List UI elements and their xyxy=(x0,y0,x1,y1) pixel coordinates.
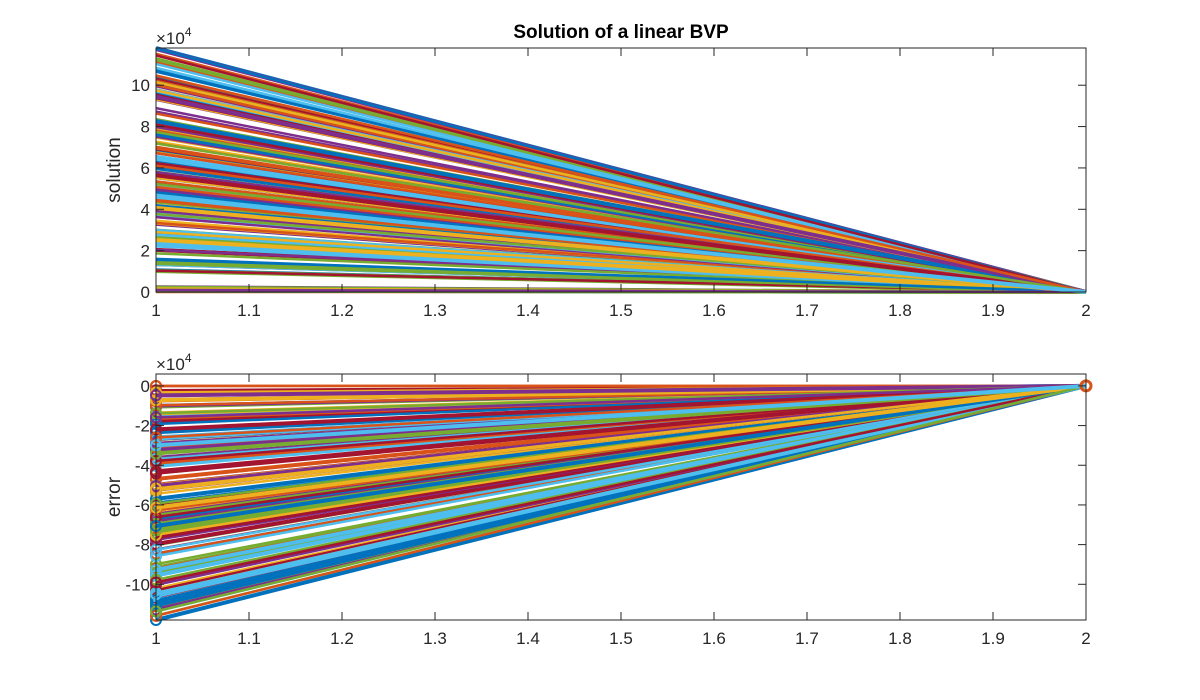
x-tick-label: 1.6 xyxy=(702,301,726,320)
y-tick-label: 6 xyxy=(141,159,150,178)
y-tick-label: 0 xyxy=(141,283,150,302)
error-series-line xyxy=(155,383,1087,398)
x-tick-label: 1.8 xyxy=(888,629,912,648)
x-tick-label: 1.3 xyxy=(423,629,447,648)
error-axes: 1 1.1 1.2 1.3 1.4 1.5 1.6 1.7 1.8 1.9 2 0 -2 -4 -6 -8 -1… xyxy=(104,351,1093,648)
x-tick-label: 1.2 xyxy=(330,629,354,648)
x-tick-label: 1.1 xyxy=(237,301,261,320)
y-tick-label: -8 xyxy=(135,536,150,555)
solution-series-line xyxy=(155,173,1087,294)
x-tick-label: 1.8 xyxy=(888,301,912,320)
error-series-line xyxy=(155,383,1087,529)
y-tick-label: -10 xyxy=(125,575,150,594)
solution-series-line xyxy=(155,54,1087,294)
solution-axes: 1 1.1 1.2 1.3 1.4 1.5 1.6 1.7 1.8 1.9 2 0 2 4 6 8 10 Sol… xyxy=(104,22,1091,320)
error-series-line xyxy=(155,384,1087,490)
error-y-exponent-label: ×104 xyxy=(156,351,192,374)
x-tick-label: 1.1 xyxy=(237,629,261,648)
solution-series-group xyxy=(155,46,1087,294)
solution-series-line xyxy=(155,74,1087,294)
error-series-line xyxy=(155,384,1087,552)
x-tick-label: 1 xyxy=(151,301,160,320)
x-tick-label: 1.7 xyxy=(795,301,819,320)
solution-y-axis-label: solution xyxy=(104,137,125,203)
error-series-line xyxy=(155,383,1087,597)
x-tick-label: 1.3 xyxy=(423,301,447,320)
chart-title: Solution of a linear BVP xyxy=(513,22,729,43)
solution-series-line xyxy=(155,142,1087,294)
x-tick-label: 1 xyxy=(151,629,160,648)
y-tick-label: -6 xyxy=(135,496,150,515)
error-series-line xyxy=(155,383,1087,448)
y-tick-label: 8 xyxy=(141,118,150,137)
x-tick-label: 1.4 xyxy=(516,301,540,320)
solution-series-line xyxy=(155,257,1087,294)
error-y-exponent-power: 4 xyxy=(185,351,192,365)
y-tick-label: 4 xyxy=(141,200,150,219)
y-tick-label: -4 xyxy=(135,456,150,475)
error-y-exponent-base: ×10 xyxy=(156,355,185,374)
y-tick-label: 10 xyxy=(131,76,150,95)
x-tick-label: 2 xyxy=(1081,629,1090,648)
solution-series-line xyxy=(155,238,1087,294)
x-tick-label: 1.2 xyxy=(330,301,354,320)
solution-y-exponent-base: ×10 xyxy=(156,29,185,48)
solution-series-line xyxy=(155,94,1087,294)
error-series-line xyxy=(155,384,1087,613)
error-series-line xyxy=(155,383,1087,432)
solution-y-exponent-label: ×104 xyxy=(156,25,192,48)
solution-y-exponent-power: 4 xyxy=(185,25,192,39)
x-tick-label: 2 xyxy=(1081,301,1090,320)
x-tick-label: 1.4 xyxy=(516,629,540,648)
x-tick-label: 1.9 xyxy=(981,629,1005,648)
solution-series-line xyxy=(155,119,1087,294)
error-y-axis-label: error xyxy=(104,476,125,517)
error-series-line xyxy=(155,384,1087,419)
error-series-line xyxy=(155,384,1087,584)
y-tick-label: 0 xyxy=(141,377,150,396)
x-tick-label: 1.7 xyxy=(795,629,819,648)
solution-series-line xyxy=(155,194,1087,294)
error-series-line xyxy=(155,383,1087,474)
error-series-line xyxy=(155,383,1087,510)
error-ticks: 1 1.1 1.2 1.3 1.4 1.5 1.6 1.7 1.8 1.9 2 0 -2 -4 -6 -8 -1… xyxy=(125,374,1091,648)
x-tick-label: 1.9 xyxy=(981,301,1005,320)
x-tick-label: 1.5 xyxy=(609,301,633,320)
error-series-line xyxy=(155,383,1087,572)
x-tick-label: 1.5 xyxy=(609,629,633,648)
y-tick-label: -2 xyxy=(135,417,150,436)
error-series-group xyxy=(150,379,1093,626)
x-tick-label: 1.6 xyxy=(702,629,726,648)
y-tick-label: 2 xyxy=(141,242,150,261)
solution-series-line xyxy=(155,230,1087,294)
solution-ticks: 1 1.1 1.2 1.3 1.4 1.5 1.6 1.7 1.8 1.9 2 0 2 4 6 8 10 xyxy=(131,48,1091,320)
